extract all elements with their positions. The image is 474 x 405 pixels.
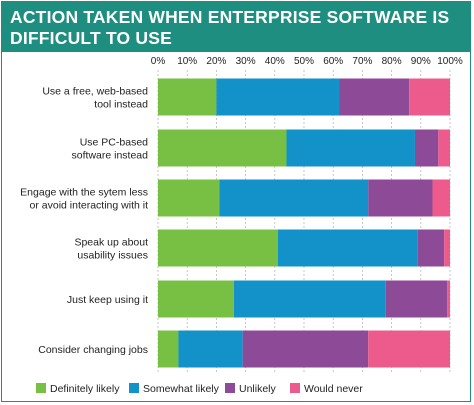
bar-segment [414, 129, 439, 167]
bar-segment [286, 129, 415, 167]
category-label: Use a free, web-based [42, 86, 148, 98]
bar-segment [368, 179, 433, 217]
legend-swatch [290, 383, 300, 393]
x-tick-label: 60% [323, 56, 343, 67]
bar-segment [444, 229, 450, 267]
category-label: Consider changing jobs [38, 344, 148, 356]
legend-label: Somewhat likely [143, 383, 220, 395]
category-label: Use PC-based [80, 137, 148, 149]
bar-segment [233, 280, 386, 318]
bar-segment [158, 78, 217, 116]
chart-title-line-1: ACTION TAKEN WHEN ENTERPRISE SOFTWARE IS [10, 7, 450, 27]
bar-segment [178, 330, 243, 368]
x-tick-label: 0% [151, 56, 166, 67]
category-label: software instead [72, 150, 149, 162]
x-tick-label: 100% [437, 56, 463, 67]
x-tick-label: 30% [236, 56, 256, 67]
bar-segment [339, 78, 410, 116]
bar-segment [242, 330, 369, 368]
legend-label: Would never [304, 383, 363, 395]
category-label: usability issues [77, 250, 148, 262]
bar-segment [158, 179, 220, 217]
bar-segment [158, 330, 179, 368]
bar-segment [158, 229, 278, 267]
legend-label: Definitely likely [50, 383, 120, 395]
legend-swatch [225, 383, 235, 393]
bar-segment [219, 179, 369, 217]
category-label: Engage with the sytem less [20, 187, 148, 199]
x-tick-label: 10% [177, 56, 197, 67]
chart-title-line-2: DIFFICULT TO USE [10, 28, 172, 48]
bar-segment [385, 280, 448, 318]
x-tick-label: 50% [294, 56, 314, 67]
x-tick-label: 70% [352, 56, 372, 67]
bar-segment [158, 129, 287, 167]
chart-title: ACTION TAKEN WHEN ENTERPRISE SOFTWARE IS… [2, 2, 470, 52]
bar-segment [432, 179, 450, 217]
bar-segment [409, 78, 450, 116]
bar-segment [447, 280, 450, 318]
category-label: tool instead [94, 99, 148, 111]
x-tick-label: 20% [206, 56, 226, 67]
legend-swatch [36, 383, 46, 393]
legend-swatch [129, 383, 139, 393]
bar-segment [417, 229, 445, 267]
x-tick-label: 90% [411, 56, 431, 67]
x-tick-label: 40% [265, 56, 285, 67]
bar-segment [216, 78, 340, 116]
x-tick-label: 80% [382, 56, 402, 67]
bar-segment [158, 280, 234, 318]
legend-label: Unlikely [239, 383, 277, 395]
category-label: or avoid interacting with it [30, 200, 149, 212]
bar-segment [368, 330, 450, 368]
bar-segment [438, 129, 450, 167]
category-label: Speak up about [74, 237, 148, 249]
category-label: Just keep using it [67, 294, 148, 306]
bar-segment [277, 229, 418, 267]
